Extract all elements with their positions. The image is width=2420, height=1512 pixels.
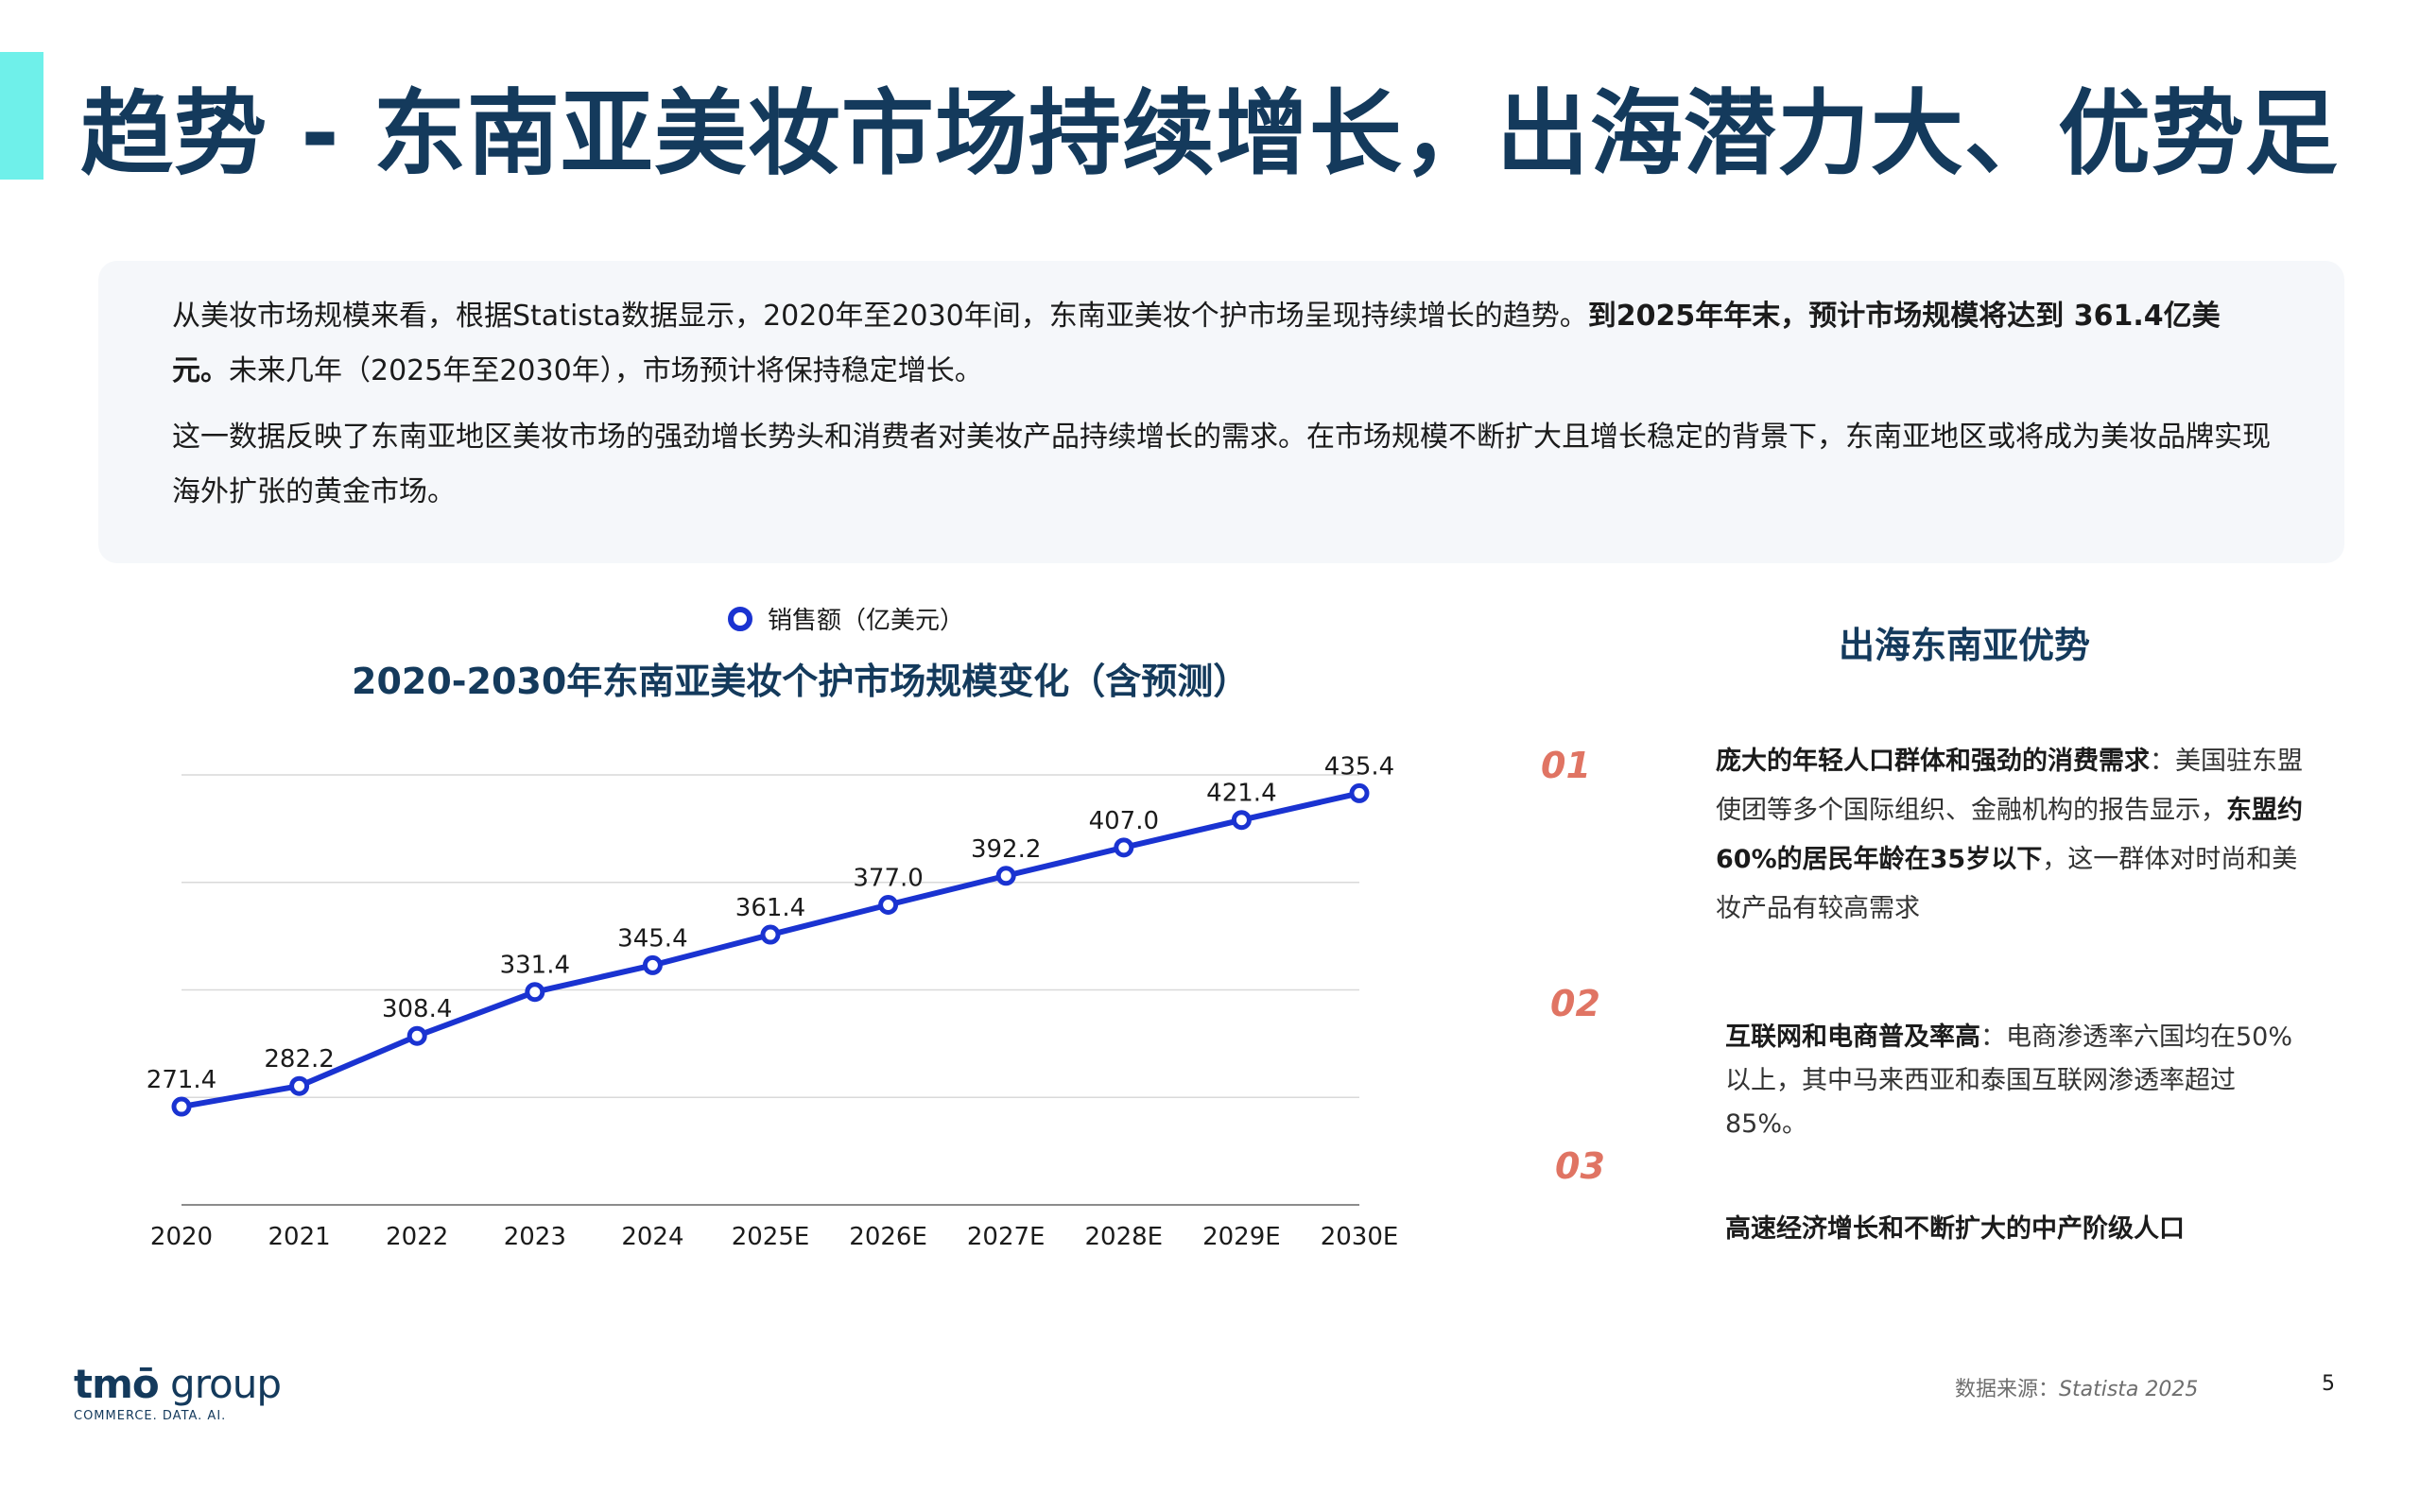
advantage-body: ：美国驻东盟使团等多个国际组织、金融机构的报告显示，	[1716, 747, 2303, 825]
data-label: 392.2	[971, 835, 1041, 864]
data-point	[171, 1096, 192, 1117]
legend-label: 销售额（亿美元）	[768, 607, 965, 635]
advantage-heading: 高速经济增长和不断扩大的中产阶级人口	[1725, 1214, 2185, 1244]
logo-group: group	[158, 1361, 282, 1407]
source-name: Statista 2025	[2059, 1378, 2199, 1401]
data-label: 435.4	[1324, 752, 1394, 781]
line-chart: 2020 2021 2022 2023 2024 2025E 2026E 2027E 2028E…	[147, 752, 1399, 1251]
x-tick-label: 2030E	[1321, 1223, 1399, 1251]
x-tick-label: 2024	[621, 1223, 683, 1251]
source-label: 数据来源：	[1955, 1378, 2060, 1401]
legend-circle-icon	[728, 606, 752, 631]
data-point	[406, 1025, 427, 1046]
data-label: 282.2	[264, 1045, 334, 1074]
title-accent-bar	[0, 52, 43, 180]
logo-tagline: COMMERCE. DATA. AI.	[74, 1409, 227, 1423]
summary-paragraph-2: 这一数据反映了东南亚地区美妆市场的强劲增长势头和消费者对美妆产品持续增长的需求。…	[172, 421, 2271, 508]
summary-box: 从美妆市场规模来看，根据Statista数据显示，2020年至2030年间，东南…	[98, 261, 2344, 563]
data-point	[995, 866, 1016, 886]
data-label: 345.4	[617, 924, 687, 953]
data-point	[1349, 782, 1370, 803]
logo-wordmark: tmō group	[74, 1361, 282, 1407]
data-label: 407.0	[1089, 807, 1159, 835]
x-tick-label: 2027E	[967, 1223, 1046, 1251]
data-label: 308.4	[382, 995, 452, 1023]
data-label: 361.4	[735, 894, 805, 922]
x-tick-label: 2025E	[732, 1223, 810, 1251]
data-point	[642, 954, 663, 975]
x-tick-label: 2021	[268, 1223, 331, 1251]
x-tick-label: 2022	[386, 1223, 448, 1251]
advantage-body: ：电商渗透率六国均在50%以上，其中马来西亚和泰国互联网渗透率超过85%。	[1725, 1022, 2293, 1139]
data-point	[289, 1075, 310, 1096]
data-point	[1114, 837, 1134, 858]
data-label: 271.4	[147, 1066, 216, 1094]
data-source: 数据来源：Statista 2025	[1955, 1372, 2198, 1402]
series-line	[181, 790, 1360, 1110]
data-point	[878, 895, 899, 916]
summary-text: 未来几年（2025年至2030年），市场预计将保持稳定增长。	[229, 354, 983, 387]
advantages-title: 出海东南亚优势	[1839, 625, 2091, 666]
advantage-number-2: 02	[1550, 983, 1600, 1024]
chart-title: 2020-2030年东南亚美妆个护市场规模变化（含预测）	[352, 661, 1250, 702]
advantage-body: ，这一群体对时尚和美妆产品有较高需求	[1716, 845, 2298, 923]
advantage-text-2: 互联网和电商普及率高：电商渗透率六国均在50%以上，其中马来西亚和泰国互联网渗透…	[1725, 1016, 2311, 1146]
x-tick-label: 2026E	[849, 1223, 927, 1251]
x-tick-label: 2028E	[1084, 1223, 1163, 1251]
advantage-highlight: 东盟约60%的居民年龄在35岁以下	[1716, 796, 2303, 874]
chart-legend: 销售额（亿美元）	[728, 601, 964, 636]
tmo-group-logo: tmō group COMMERCE. DATA. AI.	[74, 1361, 282, 1423]
x-tick-label: 2029E	[1202, 1223, 1281, 1251]
summary-text: 从美妆市场规模来看，根据Statista数据显示，2020年至2030年间，东南…	[172, 300, 1588, 333]
data-label: 331.4	[500, 952, 570, 980]
data-label: 421.4	[1206, 780, 1276, 808]
data-point	[525, 982, 545, 1003]
advantage-number-3: 03	[1555, 1145, 1605, 1187]
summary-highlight: 到2025年年末，预计市场规模将达到 361.4亿美元。	[172, 300, 2221, 387]
logo-brand: tmō	[74, 1361, 160, 1407]
advantage-number-1: 01	[1541, 745, 1591, 786]
x-tick-label: 2023	[504, 1223, 566, 1251]
data-label: 377.0	[853, 865, 923, 893]
summary-paragraph-1: 从美妆市场规模来看，根据Statista数据显示，2020年至2030年间，东南…	[172, 289, 2271, 399]
x-tick-label: 2020	[150, 1223, 213, 1251]
data-point	[1231, 810, 1252, 831]
data-point	[760, 924, 781, 945]
advantage-heading: 庞大的年轻人口群体和强劲的消费需求	[1716, 747, 2150, 776]
advantage-text-1: 庞大的年轻人口群体和强劲的消费需求：美国驻东盟使团等多个国际组织、金融机构的报告…	[1716, 737, 2321, 934]
page-number: 5	[2322, 1372, 2335, 1396]
page-title: 趋势 - 东南亚美妆市场持续增长，出海潜力大、优势足	[80, 80, 2339, 188]
advantage-text-3: 高速经济增长和不断扩大的中产阶级人口	[1725, 1205, 2330, 1254]
advantage-heading: 互联网和电商普及率高	[1725, 1022, 1980, 1052]
